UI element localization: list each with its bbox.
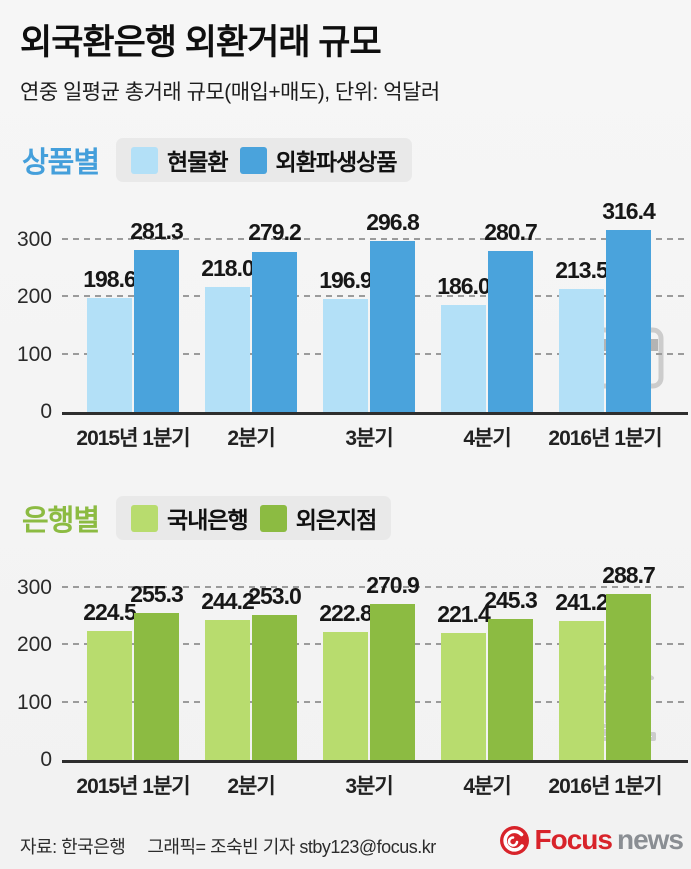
- bar-국내은행: [205, 619, 250, 760]
- legend-swatch: [131, 146, 159, 174]
- credit-text: 그래픽= 조숙빈 기자 stby123@focus.kr: [147, 837, 436, 857]
- product-x-axis: 2015년 1분기 2분기 3분기 4분기 2016년 1분기: [62, 422, 688, 454]
- value-label: 288.7: [602, 562, 656, 588]
- bar-국내은행: [559, 621, 604, 760]
- legend-item: 외환파생상품: [239, 143, 398, 177]
- x-tick-label: 2015년 1분기: [76, 427, 190, 450]
- value-label: 186.0: [437, 273, 491, 300]
- value-label: 196.9: [319, 266, 373, 293]
- bank-chart-plot: 0 100 200 300 224.5 255.3 244.2 253.0 222.8 270.9…: [17, 551, 688, 771]
- bar-현물환: [559, 289, 604, 412]
- y-tick-label: 300: [16, 227, 52, 251]
- legend-label: 외환파생상품: [275, 149, 398, 175]
- legend-swatch: [239, 146, 267, 174]
- logo-brand-text: Focus: [534, 824, 613, 855]
- product-chart-plot: 0 100 200 300 198.6 281.3 218.0 279.2 196.9 296.8…: [17, 198, 688, 423]
- x-tick-label: 3분기: [345, 427, 393, 450]
- bank-x-axis: 2015년 1분기 2분기 3분기 4분기 2016년 1분기: [62, 770, 688, 802]
- bar-외환파생상품: [488, 250, 533, 412]
- bar-외환파생상품: [134, 250, 179, 412]
- value-label: 270.9: [366, 572, 420, 599]
- bar-외은지점: [488, 619, 533, 760]
- value-label: 218.0: [201, 254, 255, 281]
- y-tick-label: 200: [16, 633, 52, 656]
- x-tick-label: 4분기: [463, 427, 511, 450]
- focusnews-swirl-icon: [499, 825, 529, 855]
- legend-item: 국내은행: [131, 501, 249, 535]
- bar-외환파생상품: [252, 251, 297, 412]
- bar-외은지점: [134, 613, 179, 760]
- value-label: 244.2: [201, 587, 255, 614]
- bank-legend: 국내은행 외은지점: [116, 496, 392, 540]
- focusnews-logo: Focus news: [499, 824, 684, 856]
- value-label: 281.3: [130, 218, 184, 245]
- bar-외은지점: [370, 604, 415, 760]
- legend-item: 외은지점: [259, 501, 378, 535]
- page-title: 외국환은행 외환거래 규모: [20, 23, 382, 62]
- value-label: 253.0: [248, 582, 302, 609]
- value-label: 316.4: [602, 198, 656, 225]
- bank-section-label: 은행별: [22, 505, 100, 537]
- legend-item: 현물환: [131, 143, 229, 177]
- source-text: 자료: 한국은행: [20, 837, 126, 857]
- bar-현물환: [323, 298, 368, 412]
- legend-label: 외은지점: [295, 507, 378, 533]
- x-tick-label: 4분기: [463, 775, 511, 798]
- gridline: [62, 585, 688, 588]
- value-label: 280.7: [484, 218, 538, 245]
- y-tick-label: 100: [16, 342, 52, 366]
- x-tick-label: 2분기: [227, 775, 275, 798]
- bar-현물환: [205, 286, 250, 412]
- x-tick-label: 2016년 1분기: [548, 427, 662, 450]
- value-label: 224.5: [83, 598, 137, 625]
- x-tick-label: 2015년 1분기: [76, 775, 190, 798]
- legend-swatch: [131, 504, 159, 532]
- legend-label: 현물환: [167, 149, 228, 175]
- x-tick-label: 2016년 1분기: [548, 775, 662, 798]
- y-tick-label: 300: [16, 575, 52, 599]
- logo-suffix-text: news: [616, 824, 684, 855]
- product-section-label: 상품별: [22, 147, 100, 179]
- footer: 자료: 한국은행 그래픽= 조숙빈 기자 stby123@focus.kr: [20, 833, 436, 859]
- bar-외은지점: [252, 614, 297, 760]
- y-tick-label: 100: [16, 690, 52, 714]
- bar-국내은행: [323, 631, 368, 760]
- bar-국내은행: [87, 630, 132, 760]
- bar-외은지점: [606, 594, 651, 760]
- bank-section-header: 은행별 국내은행 외은지점: [22, 496, 392, 540]
- value-label: 222.8: [319, 599, 373, 626]
- value-label: 213.5: [555, 257, 609, 284]
- bar-국내은행: [441, 632, 486, 760]
- value-label: 198.6: [83, 265, 137, 292]
- value-label: 255.3: [130, 581, 184, 608]
- x-tick-label: 2분기: [227, 427, 275, 450]
- bar-현물환: [87, 297, 132, 412]
- y-tick-label: 0: [40, 748, 52, 771]
- gridline: [62, 237, 688, 240]
- x-tick-label: 3분기: [345, 775, 393, 798]
- value-label: 279.2: [248, 219, 302, 246]
- bar-외환파생상품: [606, 230, 651, 412]
- y-tick-label: 0: [40, 400, 52, 423]
- bar-현물환: [441, 305, 486, 412]
- bar-외환파생상품: [370, 241, 415, 412]
- value-label: 221.4: [437, 600, 491, 627]
- value-label: 241.2: [555, 589, 609, 616]
- legend-label: 국내은행: [167, 507, 249, 533]
- legend-swatch: [259, 504, 287, 532]
- value-label: 296.8: [366, 209, 420, 236]
- product-legend: 현물환 외환파생상품: [116, 138, 412, 182]
- page-subtitle: 연중 일평균 총거래 규모(매입+매도), 단위: 억달러: [20, 81, 440, 104]
- product-section-header: 상품별 현물환 외환파생상품: [22, 138, 412, 182]
- value-label: 245.3: [484, 586, 538, 613]
- y-tick-label: 200: [16, 285, 52, 308]
